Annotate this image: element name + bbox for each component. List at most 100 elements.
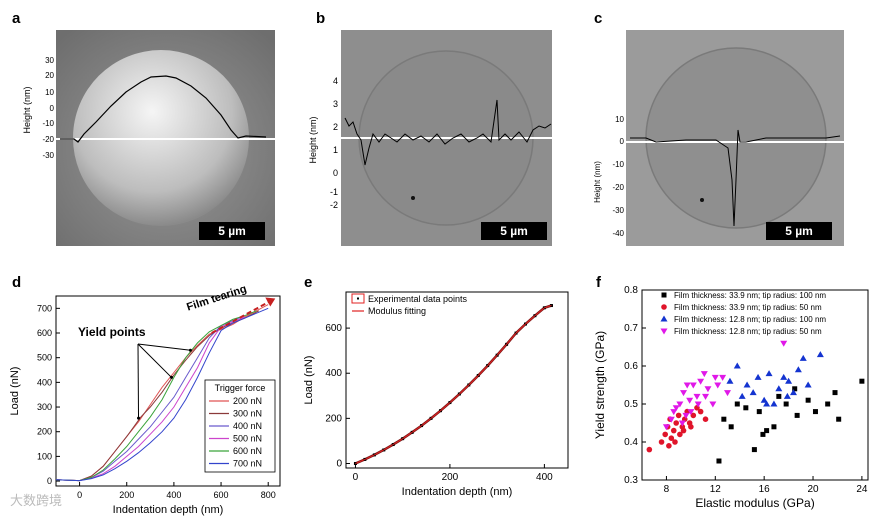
x-tick-label: 16 — [759, 484, 771, 495]
x-tick-label: 0 — [353, 472, 359, 483]
scatter-point — [743, 405, 749, 411]
x-tick-label: 800 — [261, 490, 276, 500]
series-line — [55, 310, 260, 482]
scatter-point — [776, 393, 782, 399]
y-tick-label: 300 — [37, 402, 52, 412]
scatter-point — [726, 377, 734, 384]
plot-frame — [345, 291, 569, 469]
scatter-point — [825, 401, 831, 407]
scatter-point — [668, 435, 675, 441]
scatter-point — [789, 389, 797, 396]
scatter-point — [680, 427, 687, 434]
x-tick-label: 12 — [710, 484, 722, 495]
panel-label-a: a — [12, 10, 21, 27]
scatter-point — [697, 378, 705, 385]
scatter-point — [683, 382, 691, 389]
tick-a: 10 — [45, 88, 54, 97]
ylabel-b: Height (nm) — [308, 116, 318, 163]
yield-arrow — [137, 343, 172, 378]
legend-label: 700 nN — [233, 459, 262, 469]
x-tick-label: 400 — [166, 490, 181, 500]
scatter-point — [760, 396, 768, 403]
y-tick-label: 700 — [37, 303, 52, 313]
scatter-point — [780, 373, 788, 380]
scatter-point — [719, 374, 727, 381]
scatter-point — [836, 416, 842, 422]
y-tick-label: 0.5 — [624, 399, 638, 410]
series-line — [55, 316, 245, 482]
tick-b: -2 — [330, 200, 338, 210]
scatter-point — [678, 420, 686, 427]
plot-frame — [55, 295, 281, 487]
legend-label: Film thickness: 12.8 nm; tip radius: 50 … — [674, 327, 822, 336]
legend-label: Film thickness: 33.9 nm; tip radius: 100… — [674, 291, 826, 300]
tick-b: -1 — [330, 187, 338, 197]
annotation-film-tearing: Film tearing — [185, 284, 248, 314]
y-tick-label: 100 — [37, 451, 52, 461]
scatter-point — [658, 439, 665, 445]
scatter-point — [690, 412, 697, 419]
yield-arrow — [137, 343, 191, 351]
y-tick-label: 400 — [37, 377, 52, 387]
scatter-point — [670, 427, 677, 434]
scatter-point — [783, 392, 791, 399]
tick-c: -40 — [612, 229, 624, 238]
scatter-point — [700, 371, 708, 378]
scatter-point — [660, 328, 668, 335]
y-tick-label: 0.3 — [624, 475, 638, 486]
scatter-point — [661, 304, 667, 310]
y-tick-label: 0.7 — [624, 323, 638, 334]
scatter-point — [765, 370, 773, 377]
scatter-point — [785, 377, 793, 384]
scatter-point — [646, 446, 653, 453]
scatter-point — [770, 400, 778, 407]
panel-label-e: e — [304, 274, 313, 291]
scatter-point — [728, 424, 734, 430]
legend-label: Film thickness: 12.8 nm; tip radius: 100… — [674, 315, 826, 324]
scale-bar-b: 5 µm — [481, 222, 547, 240]
afm-image-b — [341, 30, 552, 246]
scatter-point — [689, 382, 697, 389]
scatter-point — [760, 431, 766, 437]
scatter-point — [763, 400, 771, 407]
scatter-point — [780, 340, 788, 347]
scatter-point — [662, 431, 669, 438]
panel-label-f: f — [596, 274, 601, 291]
tick-c: -30 — [612, 206, 624, 215]
scatter-point — [662, 424, 670, 431]
scatter-point — [672, 439, 678, 445]
y-axis-label: Yield strength (GPa) — [593, 331, 607, 439]
x-tick-label: 600 — [214, 490, 229, 500]
tick-a: 30 — [45, 56, 54, 65]
scatter-point — [756, 409, 762, 415]
scatter-point — [661, 292, 667, 298]
scatter-point — [675, 412, 682, 419]
scatter-point — [702, 393, 710, 400]
x-axis-label: Elastic modulus (GPa) — [695, 496, 814, 510]
scatter-point — [677, 431, 683, 438]
tick-a: -20 — [42, 135, 54, 144]
tick-a: 20 — [45, 71, 54, 80]
y-tick-label: 0.6 — [624, 361, 638, 372]
y-tick-label: 200 — [325, 413, 342, 424]
yield-arrow-head — [188, 348, 192, 352]
annotation-yield-points: Yield points — [78, 325, 146, 339]
chart-d: 0 200 400 600 800 0 100 200 300 400 500 600 700 Inden… — [9, 284, 281, 516]
scatter-point — [687, 409, 695, 416]
scatter-point — [734, 401, 740, 407]
tearing-arrow-head — [265, 297, 276, 307]
legend-label: Film thickness: 33.9 nm; tip radius: 50 … — [674, 303, 822, 312]
scatter-point — [711, 374, 719, 381]
series-line — [55, 307, 269, 482]
afm-image-c — [626, 30, 844, 246]
scatter-point — [672, 405, 680, 412]
scatter-point — [859, 378, 865, 384]
y-tick-label: 200 — [37, 427, 52, 437]
x-tick-label: 200 — [442, 472, 459, 483]
chart-f: 8 12 16 20 24 0.3 0.4 0.5 0.6 0.7 0.8 Elastic modul… — [593, 285, 869, 510]
scale-bar-c: 5 µm — [766, 222, 832, 240]
tick-c: 10 — [615, 115, 624, 124]
scatter-point — [771, 424, 777, 430]
scatter-point — [714, 382, 722, 389]
y-tick-label: 0 — [336, 458, 342, 469]
